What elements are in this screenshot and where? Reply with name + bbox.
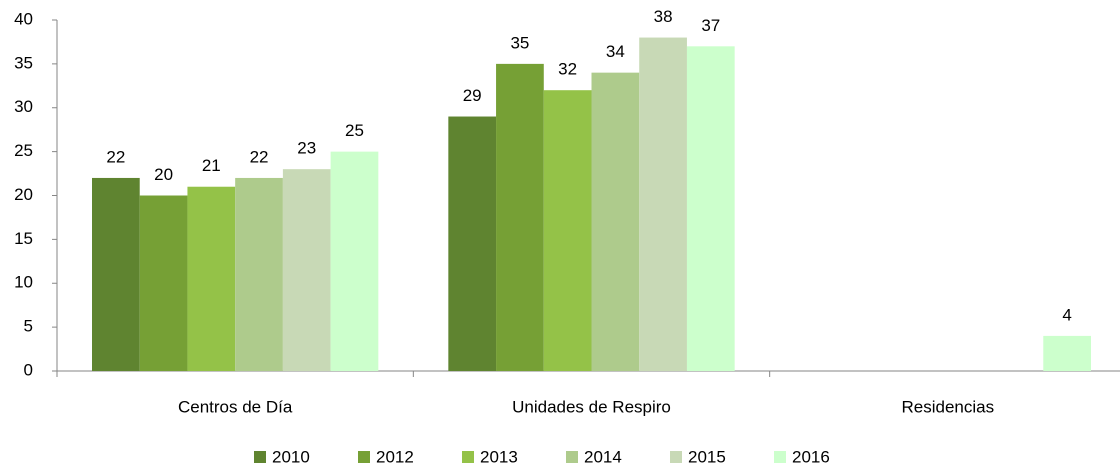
y-tick-label: 20 <box>14 185 33 204</box>
legend-label: 2015 <box>688 447 726 466</box>
legend-swatch <box>670 451 682 463</box>
y-tick-label: 0 <box>24 360 33 379</box>
bar <box>282 169 331 371</box>
legend-swatch <box>566 451 578 463</box>
legend-label: 2016 <box>792 447 830 466</box>
data-label: 38 <box>654 7 673 26</box>
bar <box>1043 335 1091 371</box>
data-label: 25 <box>345 121 364 140</box>
data-label: 37 <box>701 16 720 35</box>
data-label: 4 <box>1062 305 1071 324</box>
data-label: 35 <box>510 33 529 52</box>
x-tick-label: Centros de Día <box>178 397 293 416</box>
y-tick-label: 35 <box>14 53 33 72</box>
bar <box>639 37 687 372</box>
legend-label: 2014 <box>584 447 622 466</box>
bar <box>235 177 283 371</box>
bar <box>92 177 140 371</box>
bar <box>448 116 497 372</box>
bar <box>139 195 188 371</box>
legend-swatch <box>774 451 786 463</box>
data-label: 22 <box>106 147 125 166</box>
data-label: 29 <box>463 86 482 105</box>
legend-swatch <box>462 451 474 463</box>
data-label: 21 <box>202 156 221 175</box>
bar <box>591 72 640 372</box>
x-tick-label: Residencias <box>902 397 995 416</box>
data-label: 20 <box>154 165 173 184</box>
data-label: 34 <box>606 42 625 61</box>
bar <box>543 90 592 371</box>
y-tick-label: 40 <box>14 9 33 28</box>
bar <box>686 46 735 371</box>
legend-label: 2010 <box>272 447 310 466</box>
y-tick-label: 10 <box>14 273 33 292</box>
data-label: 23 <box>297 139 316 158</box>
y-tick-label: 15 <box>14 229 33 248</box>
legend-label: 2012 <box>376 447 414 466</box>
bar <box>330 151 379 371</box>
legend-swatch <box>358 451 370 463</box>
data-label: 22 <box>250 147 269 166</box>
y-tick-label: 30 <box>14 97 33 116</box>
y-tick-label: 5 <box>24 317 33 336</box>
data-label: 32 <box>558 60 577 79</box>
x-tick-label: Unidades de Respiro <box>512 397 671 416</box>
bar <box>496 63 544 371</box>
y-tick-label: 25 <box>14 141 33 160</box>
legend-label: 2013 <box>480 447 518 466</box>
bar <box>187 186 236 371</box>
legend-swatch <box>254 451 266 463</box>
